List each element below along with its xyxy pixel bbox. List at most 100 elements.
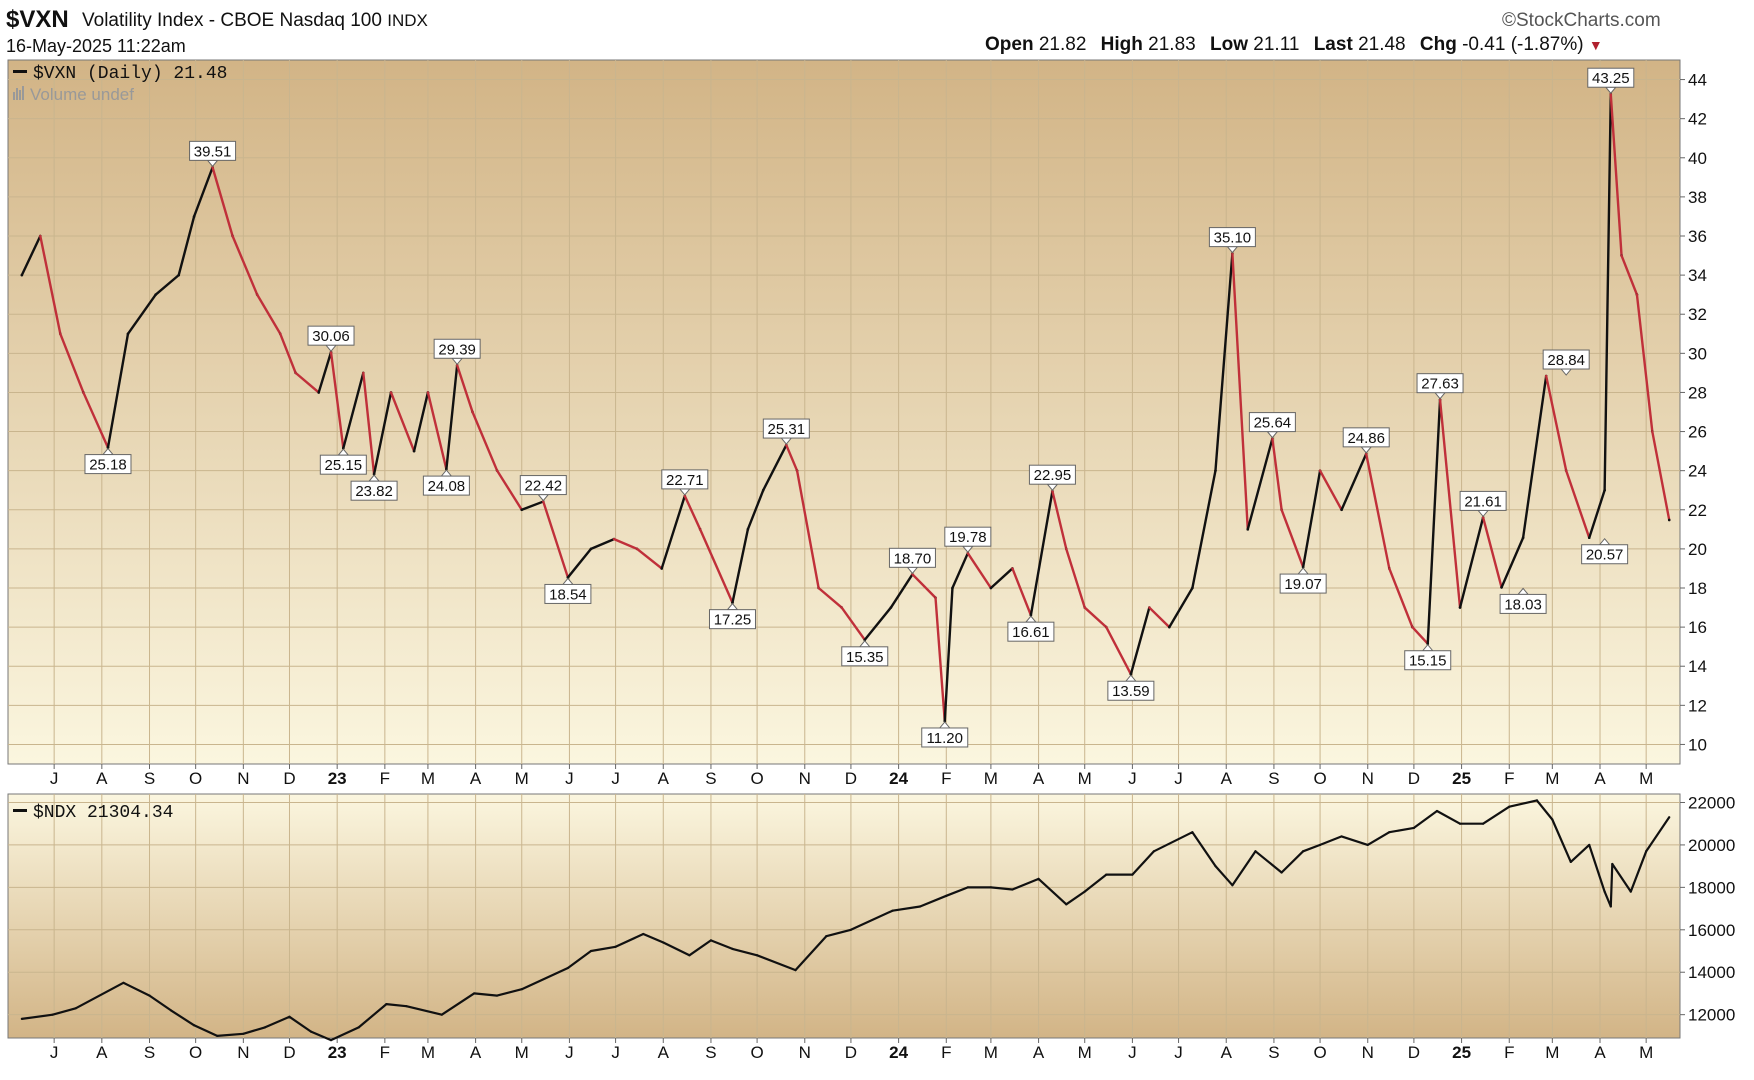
vxn-line-segment [1609, 93, 1623, 257]
vxn-line-segment [1280, 508, 1305, 569]
vxn-x-tick-label: S [144, 769, 155, 788]
vxn-x-tick-label: M [1639, 769, 1653, 788]
ohlc-readout: Open 21.82 High 21.83 Low 21.11 Last 21.… [985, 34, 1603, 56]
chg-value: -0.41 (-1.87%) [1462, 34, 1584, 55]
ndx-data-point [566, 966, 569, 970]
vxn-line-segment [1500, 536, 1525, 589]
label-box [1587, 67, 1635, 88]
ndx-data-point [405, 1005, 408, 1008]
vxn-line-segment [966, 551, 993, 590]
label-box [708, 609, 756, 630]
ndx-data-point [891, 909, 894, 912]
vxn-x-tick-label: M [1545, 769, 1559, 788]
vxn-line-segment [106, 332, 130, 449]
label-text: 22.42 [525, 478, 563, 495]
ndx-data-point [216, 1034, 219, 1037]
vxn-line-segment [1271, 437, 1283, 511]
datetime-label: 16-May-2025 11:22am [6, 36, 186, 56]
ndx-data-point [496, 994, 499, 997]
vxn-x-axis: J A S O N D 23 F M A M J J A S O N D 24 F M A M J J A S O N D 25 F M A M [50, 764, 1653, 788]
ndx-data-point [1482, 822, 1485, 825]
vxn-value-label: 17.25 [708, 602, 756, 630]
ndx-data-point [51, 1013, 54, 1016]
exchange-label: INDX [387, 11, 428, 30]
vxn-line-segment [1011, 567, 1033, 617]
ndx-series [20, 799, 1671, 1042]
vxn-value-label: 35.10 [1208, 227, 1256, 254]
vxn-value-label: 13.59 [1107, 674, 1155, 701]
symbol-title: $VXN [6, 6, 69, 33]
ndx-data-point [755, 954, 759, 957]
ndx-data-point [614, 945, 617, 948]
ndx-data-point [1458, 822, 1462, 825]
ndx-x-tick-label: S [705, 1043, 716, 1062]
vxn-y-tick-label: 10 [1688, 735, 1707, 754]
ndx-data-point [662, 941, 665, 944]
ndx-data-point [849, 928, 853, 931]
label-box [661, 469, 709, 490]
vxn-line-segment [1588, 489, 1606, 539]
label-box [841, 646, 889, 667]
vxn-line-segment [389, 391, 416, 453]
vxn-y-tick-label: 28 [1688, 383, 1707, 402]
ndx-x-tick-label: M [1639, 1043, 1653, 1062]
low-label: Low [1210, 34, 1248, 55]
ndx-y-tick-label: 14000 [1688, 963, 1735, 982]
vxn-line-segment [329, 350, 345, 450]
ndx-data-point [148, 994, 151, 997]
vxn-line-segment [412, 391, 430, 453]
ndx-data-point [731, 947, 734, 950]
ndx-data-point [966, 886, 969, 889]
vxn-line-segment [1458, 516, 1485, 609]
ndx-data-point [1105, 873, 1108, 876]
ndx-data-point [642, 932, 645, 936]
vxn-line-segment [635, 547, 663, 570]
ndx-x-tick-label: 23 [328, 1043, 347, 1062]
vxn-line-segment [934, 596, 946, 723]
brand-link[interactable]: ©StockCharts.com [1502, 10, 1661, 31]
vxn-x-tick-label: S [1268, 769, 1279, 788]
label-box [350, 480, 398, 501]
vxn-y-tick-label: 26 [1688, 423, 1707, 442]
label-text: 15.35 [846, 649, 884, 666]
vxn-value-label: 15.15 [1404, 643, 1452, 671]
vxn-y-tick-label: 24 [1688, 462, 1707, 481]
vxn-line-segment [177, 215, 196, 277]
label-text: 25.64 [1254, 415, 1292, 432]
description-text: Volatility Index - CBOE Nasdaq 100 [82, 10, 382, 31]
ndx-x-tick-label: A [470, 1043, 482, 1062]
volume-legend-label: Volume undef [30, 85, 134, 104]
vxn-line-segment [612, 537, 639, 551]
ndx-data-point [1083, 890, 1086, 893]
chart-header: $VXN Volatility Index - CBOE Nasdaq 100 … [0, 0, 1754, 60]
ndx-x-tick-label: F [380, 1043, 390, 1062]
ndx-data-point [1668, 816, 1671, 819]
chg-label: Chg [1419, 34, 1457, 55]
down-triangle-icon: ▼ [1588, 37, 1603, 53]
ndx-data-point [1603, 890, 1606, 893]
vxn-x-tick-label: F [1504, 769, 1514, 788]
ndx-data-point [288, 1015, 291, 1018]
ndx-y-tick-label: 16000 [1688, 921, 1735, 940]
label-text: 22.95 [1034, 467, 1072, 484]
vxn-x-tick-label: O [1313, 769, 1326, 788]
vxn-line-segment [1635, 293, 1654, 433]
label-box [1007, 621, 1055, 642]
ndx-data-point [1065, 903, 1068, 906]
vxn-value-label: 22.42 [519, 475, 567, 502]
vxn-x-tick-label: A [470, 769, 482, 788]
vxn-line-segment [762, 443, 788, 492]
vxn-x-tick-label: M [1078, 769, 1092, 788]
vxn-line-segment [943, 586, 954, 723]
vxn-x-tick-label: N [237, 769, 249, 788]
ndx-data-point [1645, 850, 1648, 853]
ndx-panel [7, 793, 1681, 1039]
label-text: 24.86 [1347, 430, 1385, 447]
vxn-x-tick-label: M [984, 769, 998, 788]
label-box [319, 454, 367, 475]
ndx-x-tick-label: A [1221, 1043, 1233, 1062]
ndx-x-tick-label: N [799, 1043, 811, 1062]
ndx-data-point [1435, 809, 1439, 813]
label-text: 29.39 [438, 341, 476, 358]
